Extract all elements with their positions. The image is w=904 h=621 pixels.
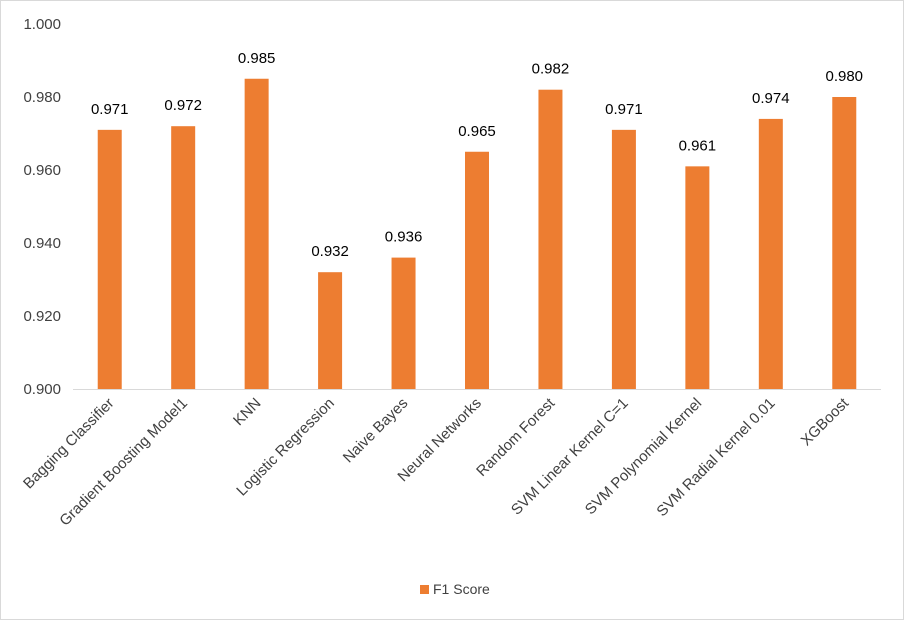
bar: [244, 78, 269, 389]
bar: [171, 126, 196, 389]
x-tick-label: Random Forest: [473, 394, 559, 480]
y-tick-label: 1.000: [23, 16, 61, 33]
x-tick-label: KNN: [230, 395, 264, 429]
y-tick-label: 0.960: [23, 162, 61, 179]
bar: [465, 151, 489, 389]
bar: [391, 257, 416, 389]
data-label: 0.980: [825, 68, 863, 85]
bar: [832, 97, 857, 389]
legend-swatch: [420, 585, 429, 594]
bars-group: [97, 78, 857, 390]
data-label: 0.974: [752, 90, 790, 107]
y-axis-ticks: 0.900 0.920 0.940 0.960 0.980 1.000: [23, 16, 61, 398]
bar: [685, 166, 710, 389]
y-tick-label: 0.940: [23, 235, 61, 252]
legend-label: F1 Score: [433, 581, 490, 597]
data-label: 0.971: [91, 101, 129, 118]
bar: [538, 89, 563, 389]
data-label: 0.961: [679, 137, 717, 154]
y-tick-label: 0.920: [23, 308, 61, 325]
data-labels-group: 0.971 0.972 0.985 0.932 0.936 0.965 0.982 0.971…: [91, 50, 863, 260]
data-label: 0.971: [605, 101, 643, 118]
data-label: 0.965: [458, 123, 496, 140]
data-label: 0.936: [385, 229, 423, 246]
bar: [758, 118, 783, 390]
x-tick-label: Gradient Boosting Model1: [56, 395, 191, 530]
x-tick-label: Naive Bayes: [340, 395, 412, 467]
legend: F1 Score: [420, 581, 490, 597]
y-tick-label: 0.980: [23, 89, 61, 106]
data-label: 0.932: [311, 243, 349, 260]
data-label: 0.972: [164, 97, 202, 114]
data-label: 0.982: [532, 61, 570, 78]
y-tick-label: 0.900: [23, 381, 61, 398]
bar: [97, 129, 122, 389]
x-tick-label: SVM Radial Kernel 0.01: [653, 395, 778, 520]
bar: [318, 272, 343, 389]
bar: [611, 129, 636, 389]
x-tick-label: XGBoost: [798, 394, 853, 449]
data-label: 0.985: [238, 50, 276, 67]
